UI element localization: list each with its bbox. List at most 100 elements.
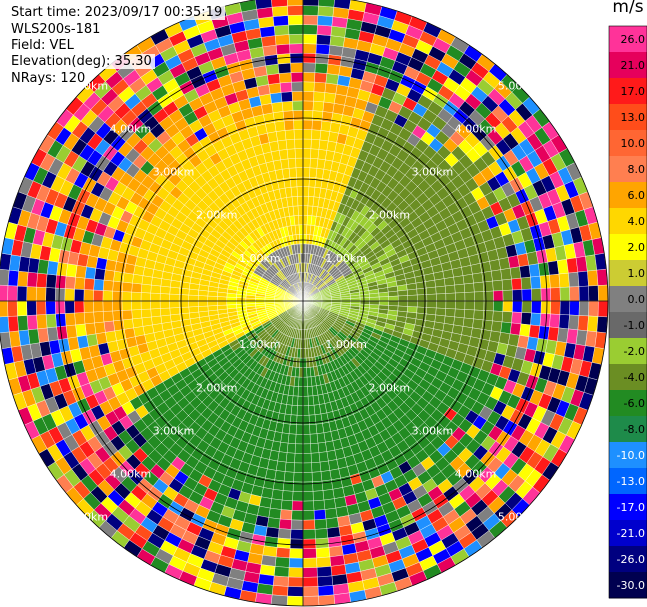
gate-cell: [302, 205, 309, 216]
gate-cell: [26, 314, 38, 331]
gate-cell: [445, 292, 456, 302]
gate-cell: [302, 195, 309, 206]
gate-cell: [269, 92, 283, 104]
gate-cell: [302, 167, 311, 178]
range-ring-label: 2.00km: [196, 381, 238, 394]
gate-cell: [150, 292, 161, 302]
gate-cell: [132, 273, 144, 285]
gate-cell: [296, 186, 304, 197]
gate-cell: [169, 293, 180, 302]
gate-cell: [577, 315, 589, 332]
gate-cell: [302, 43, 317, 54]
gate-cell: [302, 5, 319, 16]
gate-cell: [316, 24, 333, 36]
gate-cell: [262, 545, 278, 558]
nrays-label: NRays: 120: [11, 71, 89, 86]
gate-cell: [314, 518, 328, 530]
gate-cell: [131, 309, 143, 320]
gate-cell: [549, 273, 561, 289]
gate-cell: [302, 186, 310, 197]
gate-cell: [287, 5, 304, 16]
gate-cell: [473, 281, 485, 293]
gate-cell: [500, 321, 512, 335]
gate-cell: [302, 148, 312, 159]
gate-cell: [462, 317, 474, 329]
gate-cell: [530, 312, 542, 327]
range-ring-label: 3.00km: [412, 424, 454, 437]
gate-cell: [315, 43, 331, 55]
gate-cell: [297, 195, 304, 206]
gate-cell: [276, 53, 291, 65]
gate-cell: [568, 271, 580, 288]
gate-cell: [83, 277, 95, 291]
gate-cell: [280, 158, 290, 170]
gate-cell: [295, 157, 304, 168]
gate-cell: [426, 293, 437, 302]
gate-cell: [280, 91, 293, 103]
gate-cell: [463, 282, 475, 293]
gate-cell: [302, 100, 314, 111]
gate-cell: [318, 594, 336, 606]
gate-cell: [311, 119, 323, 131]
gate-cell: [290, 519, 304, 530]
gate-cell: [245, 300, 256, 305]
gate-cell: [463, 309, 475, 320]
gate-cell: [288, 424, 297, 435]
gate-cell: [74, 276, 86, 290]
gate-cell: [287, 433, 297, 444]
gate-cell: [482, 280, 494, 292]
gate-cell: [278, 72, 292, 84]
gate-cell: [314, 72, 328, 84]
gate-cell: [350, 297, 361, 302]
colorbar-tick-label: 8.0: [628, 163, 646, 176]
gate-cell: [310, 139, 321, 150]
gate-cell: [558, 314, 570, 330]
gate-cell: [294, 224, 300, 235]
gate-cell: [307, 386, 314, 397]
gate-cell: [326, 449, 337, 462]
gate-cell: [540, 287, 551, 302]
gate-cell: [569, 300, 580, 316]
colorbar-tick-label: -10.0: [617, 449, 645, 462]
gate-cell: [133, 326, 145, 337]
gate-cell: [74, 288, 85, 302]
gate-cell: [302, 386, 309, 397]
gate-cell: [188, 294, 199, 302]
gate-cell: [283, 119, 295, 131]
gate-cell: [416, 287, 427, 296]
gate-cell: [588, 300, 599, 317]
range-ring-label: 2.00km: [368, 209, 410, 222]
gate-cell: [274, 470, 286, 482]
gate-cell: [287, 586, 304, 597]
gate-cell: [267, 517, 281, 529]
gate-cell: [455, 292, 466, 302]
colorbar-tick-label: 2.0: [628, 241, 646, 254]
gate-cell: [83, 289, 94, 302]
gate-cell: [36, 314, 48, 330]
gate-cell: [302, 0, 319, 7]
gate-cell: [83, 311, 95, 325]
gate-cell: [26, 300, 37, 316]
gate-cell: [292, 110, 304, 121]
gate-cell: [276, 537, 291, 549]
gate-cell: [318, 451, 329, 463]
gate-cell: [7, 315, 19, 333]
gate-cell: [288, 24, 304, 35]
gate-cell: [302, 215, 308, 226]
gate-cell: [217, 304, 228, 311]
gate-cell: [262, 44, 278, 57]
gate-cell: [531, 288, 542, 302]
range-ring-label: 5.00km: [498, 79, 540, 92]
colorbar-tick-label: -26.0: [617, 553, 645, 566]
gate-cell: [520, 312, 532, 326]
colorbar-tick-label: 1.0: [628, 267, 646, 280]
gate-cell: [322, 489, 335, 501]
gate-cell: [473, 309, 485, 321]
gate-cell: [84, 322, 97, 336]
gate-cell: [315, 537, 330, 549]
gate-cell: [464, 300, 475, 311]
range-ring-label: 5.00km: [498, 511, 540, 524]
gate-cell: [65, 263, 78, 278]
gate-cell: [0, 316, 10, 334]
gate-cell: [483, 300, 494, 312]
